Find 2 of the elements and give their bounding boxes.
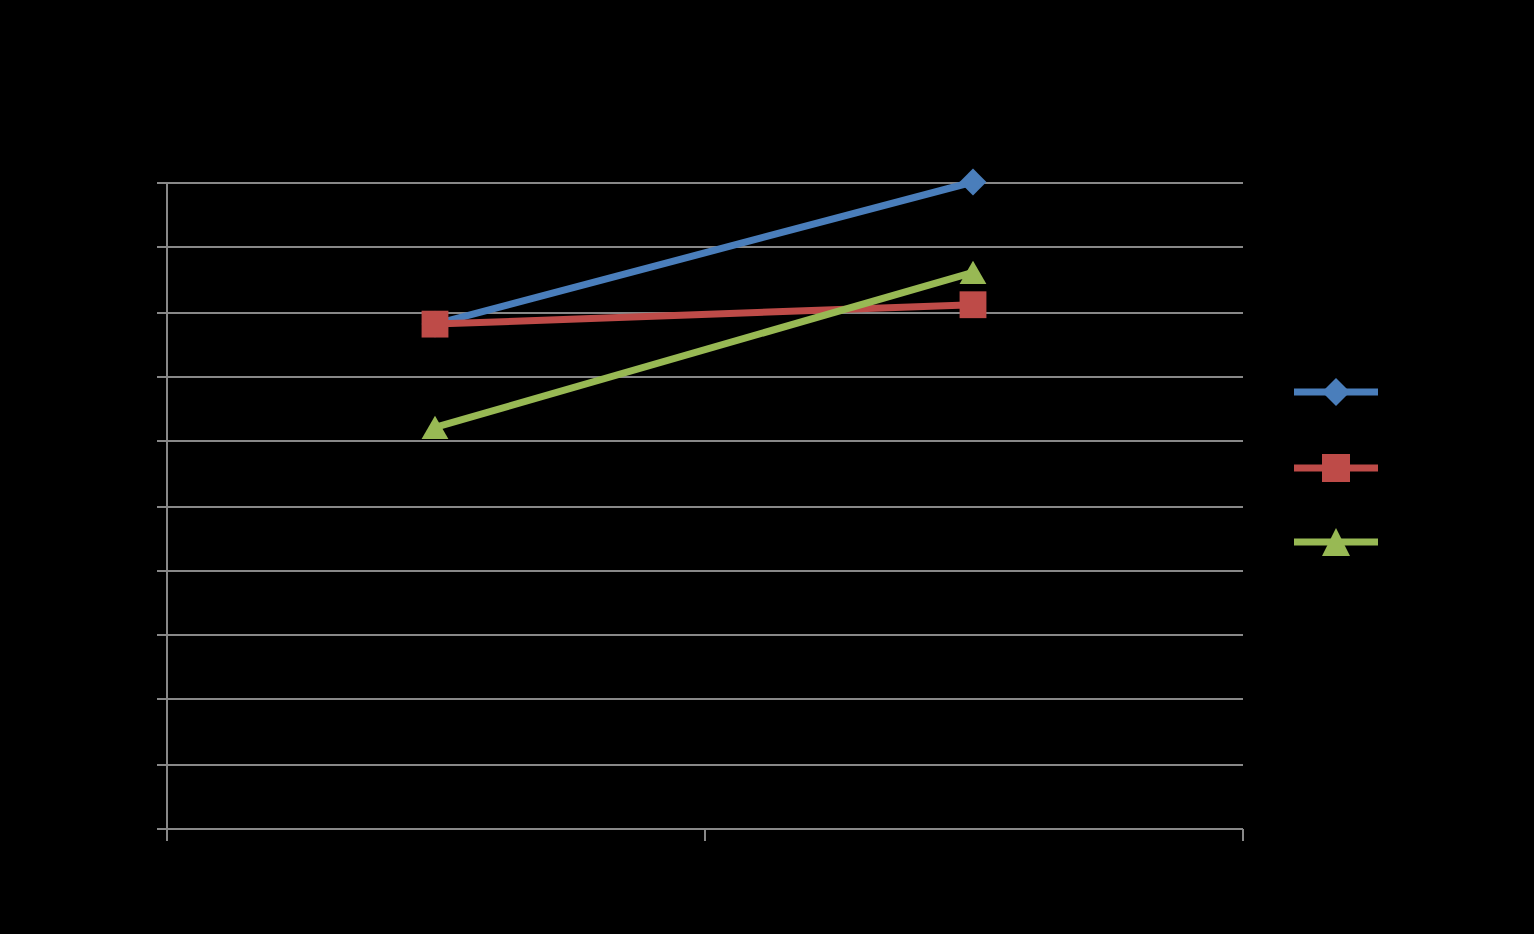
point <box>959 291 987 319</box>
point <box>959 168 987 196</box>
